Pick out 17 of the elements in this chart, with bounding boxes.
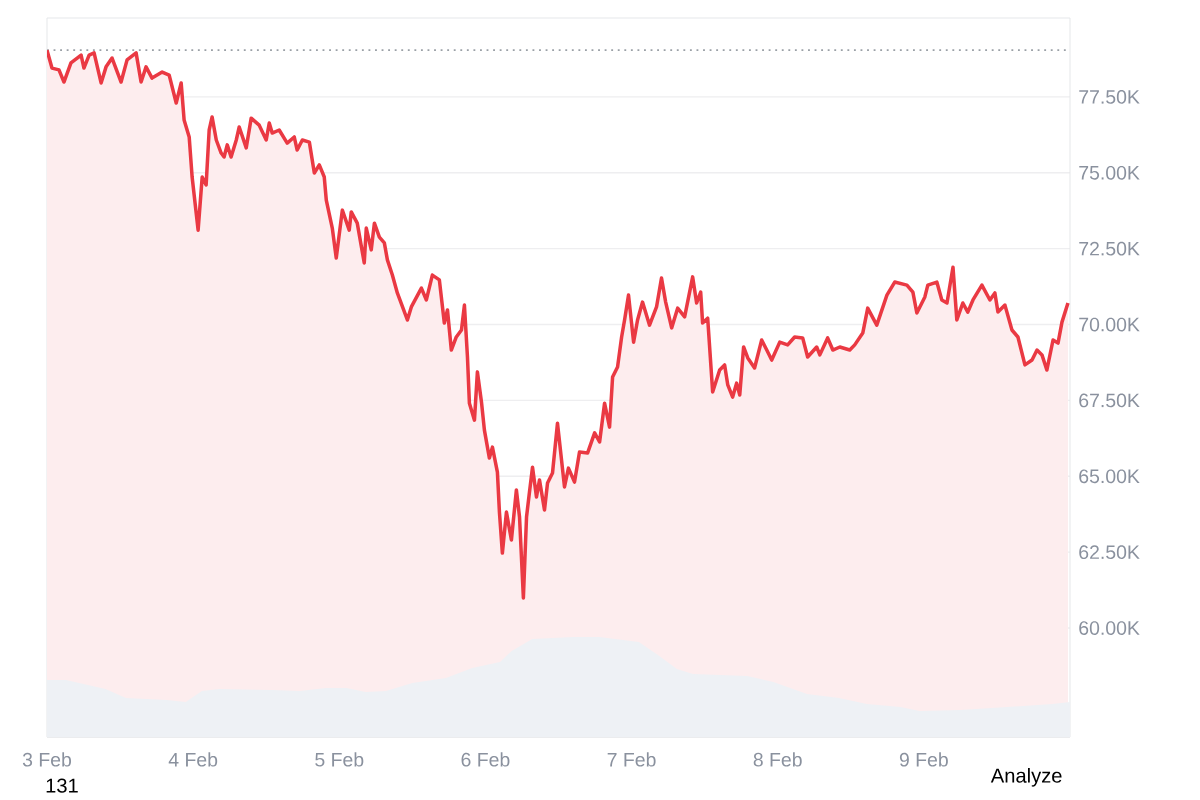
x-tick-label: 3 Feb [22, 752, 72, 767]
text: Analyze [990, 767, 1062, 787]
y-tick-label: 67.50K [1079, 393, 1140, 408]
text: 131 [46, 778, 78, 793]
y-tick-label: 65.00K [1079, 469, 1140, 484]
x-tick-label: 5 Feb [315, 752, 364, 767]
y-tick-label: 77.50K [1079, 90, 1140, 104]
y-tick-label: 75.00K [1079, 165, 1140, 180]
x-tick-label: 9 Feb [899, 752, 948, 767]
x-tick-label: 8 Feb [753, 752, 802, 767]
x-tick-label: 7 Feb [607, 752, 656, 767]
x-tick-label: 4 Feb [168, 752, 218, 767]
y-tick-label: 60.00K [1079, 621, 1140, 635]
y-tick-label: 70.00K [1079, 317, 1140, 332]
x-tick-label: 6 Feb [461, 752, 510, 767]
y-tick-label: 62.50K [1079, 545, 1140, 560]
y-tick-label: 72.50K [1079, 241, 1140, 256]
